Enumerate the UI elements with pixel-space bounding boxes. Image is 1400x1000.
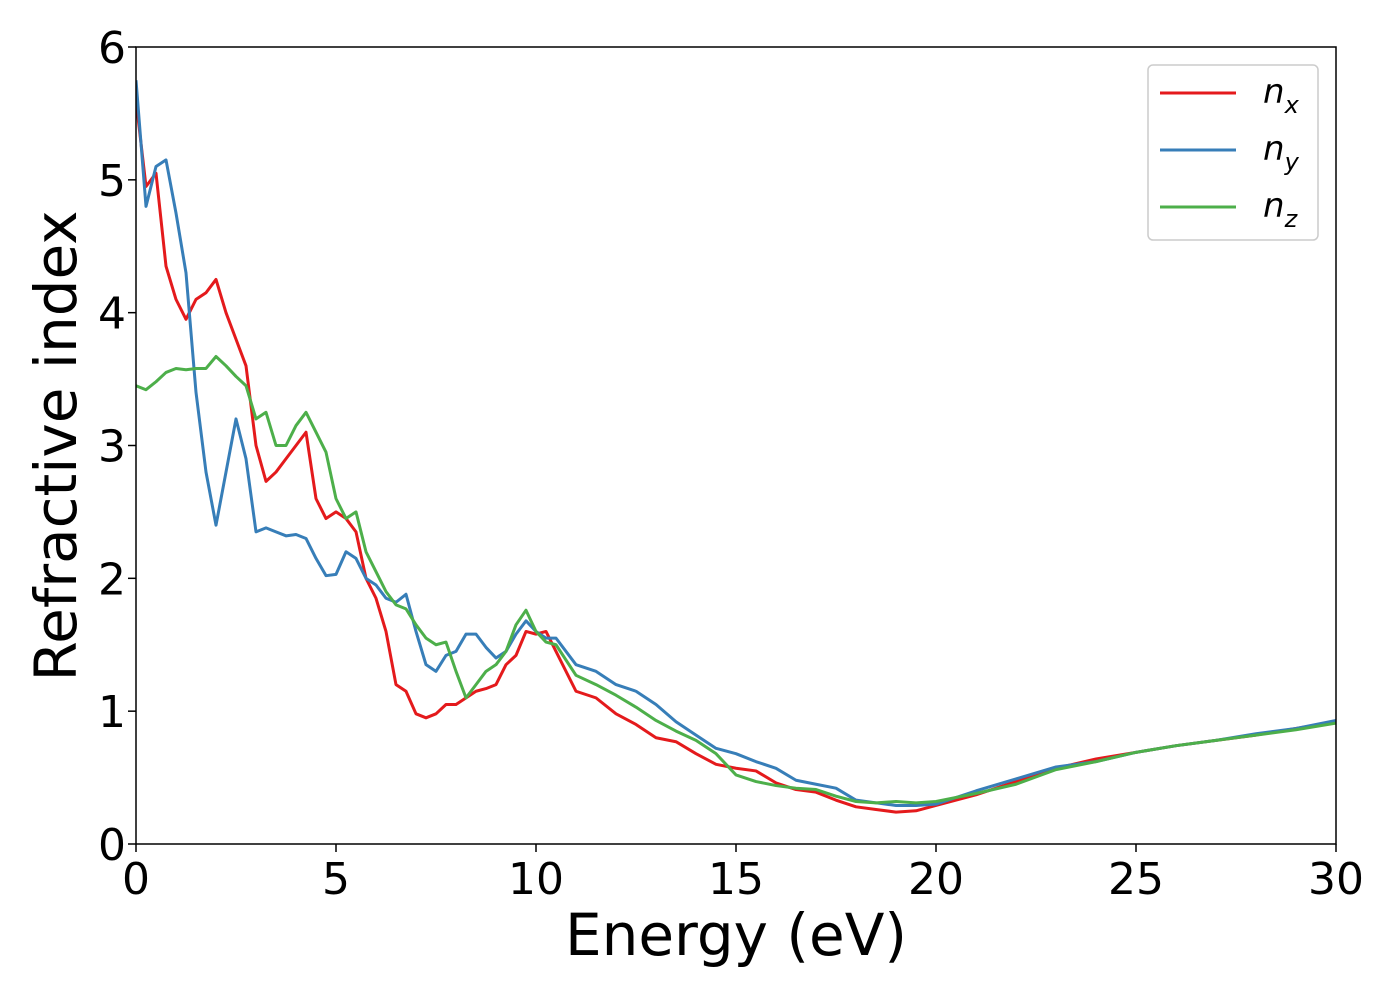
y-tick-label: 3	[98, 422, 126, 473]
legend-label: nx	[1263, 72, 1300, 119]
x-tick-label: 0	[122, 854, 150, 905]
y-tick-label: 0	[98, 820, 126, 871]
series-line	[136, 99, 1336, 814]
y-tick-label: 2	[98, 554, 126, 605]
legend-label: ny	[1263, 129, 1300, 176]
y-axis-label: Refractive index	[22, 210, 90, 681]
legend-box	[1147, 64, 1319, 241]
x-tick-label: 5	[322, 854, 350, 905]
series-line	[136, 80, 1336, 807]
x-axis-label: Energy (eV)	[565, 901, 907, 969]
y-tick-label: 5	[98, 156, 126, 207]
y-tick-label: 4	[98, 289, 126, 340]
x-tick-label: 25	[1108, 854, 1164, 905]
x-tick-label: 30	[1308, 854, 1364, 905]
plot-frame	[135, 46, 1337, 845]
series-line	[136, 355, 1336, 805]
y-tick-label: 1	[98, 687, 126, 738]
legend-label: nz	[1263, 186, 1299, 233]
y-tick-label: 6	[98, 23, 126, 74]
x-tick-label: 20	[908, 854, 964, 905]
x-tick-label: 10	[508, 854, 564, 905]
x-tick-label: 15	[708, 854, 764, 905]
